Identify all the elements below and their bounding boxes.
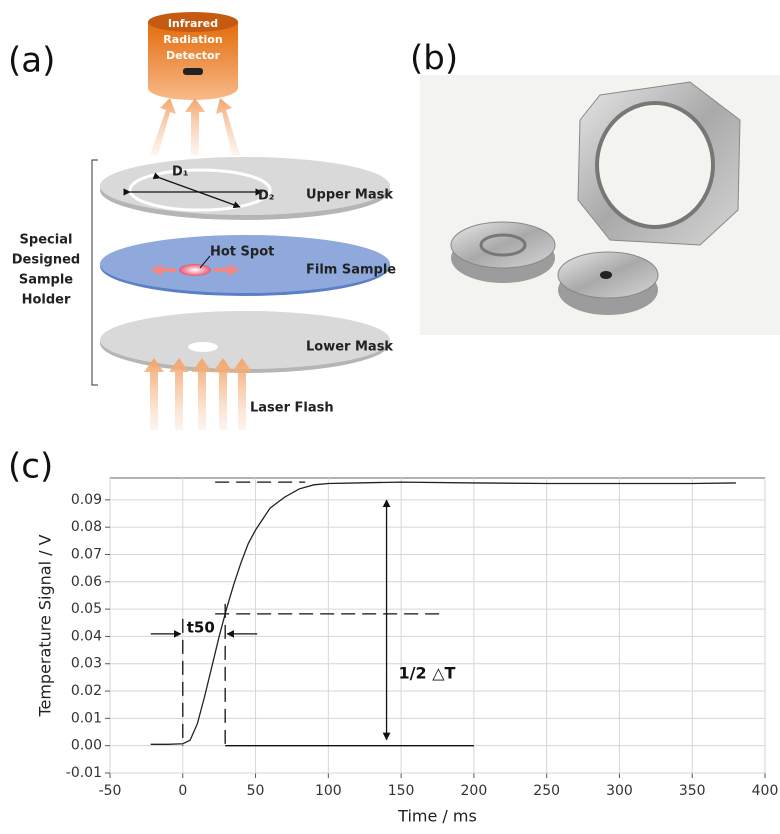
disc-hole [600, 271, 612, 279]
y-tick-label: 0.09 [71, 492, 102, 508]
y-axis-label: Temperature Signal / V [36, 534, 55, 717]
detector-label: Infrared [168, 17, 218, 30]
mask-hole [188, 342, 218, 352]
x-tick-label: 200 [461, 783, 488, 799]
y-tick-label: 0.04 [71, 628, 102, 644]
y-tick-label: 0.07 [71, 546, 102, 562]
y-tick-label: 0.01 [71, 710, 102, 726]
y-tick-label: 0.06 [71, 574, 102, 590]
ring-hole [597, 103, 713, 227]
x-tick-label: 50 [247, 783, 265, 799]
detector-slot [183, 68, 203, 75]
x-axis-label: Time / ms [397, 807, 477, 826]
x-tick-label: 150 [388, 783, 415, 799]
holder-label: Designed [12, 253, 81, 268]
detector-label: Detector [166, 49, 221, 62]
bracket [92, 160, 98, 385]
hot-spot [179, 264, 211, 276]
y-tick-label: 0.00 [71, 738, 102, 754]
hot-spot-label: Hot Spot [210, 245, 274, 260]
ir-arrows [150, 98, 240, 155]
panel-label: (b) [410, 39, 458, 79]
panel-label: (a) [8, 41, 55, 81]
disc [451, 222, 555, 268]
holder-label: Special [20, 233, 73, 248]
diagram: Infrared Radiation Detector D₁ D₂ Upper … [12, 12, 397, 430]
y-tick-label: -0.01 [66, 765, 102, 781]
x-tick-label: 100 [315, 783, 342, 799]
x-tick-label: 250 [533, 783, 560, 799]
x-tick-label: -50 [99, 783, 122, 799]
x-tick-label: 350 [679, 783, 706, 799]
y-tick-label: 0.05 [71, 601, 102, 617]
annotation: t50 [187, 618, 215, 636]
film-sample-label: Film Sample [306, 263, 396, 278]
x-tick-label: 400 [752, 783, 779, 799]
x-tick-label: 0 [178, 783, 187, 799]
holder-label: Sample [19, 273, 73, 288]
annotation: 1/2 △T [399, 663, 456, 682]
laser-arrows [144, 358, 252, 430]
d1-label: D₁ [172, 165, 189, 180]
photo [420, 75, 780, 335]
detector-label: Radiation [163, 33, 222, 46]
holder-label: Holder [22, 293, 71, 308]
upper-mask-label: Upper Mask [306, 188, 393, 203]
y-tick-label: 0.03 [71, 656, 102, 672]
panel-label: (c) [8, 447, 53, 487]
figure: (a) (b) (c) Infrared Radiation Detector … [0, 0, 780, 830]
lower-mask-label: Lower Mask [306, 340, 393, 355]
y-tick-label: 0.02 [71, 683, 102, 699]
chart: -50 0 50 100 150 200 250 300 350 400 -0.01 0.00 0.01… [36, 478, 779, 826]
d2-label: D₂ [258, 189, 275, 204]
y-tick-label: 0.08 [71, 519, 102, 535]
x-tick-label: 300 [606, 783, 633, 799]
laser-label: Laser Flash [250, 401, 334, 416]
